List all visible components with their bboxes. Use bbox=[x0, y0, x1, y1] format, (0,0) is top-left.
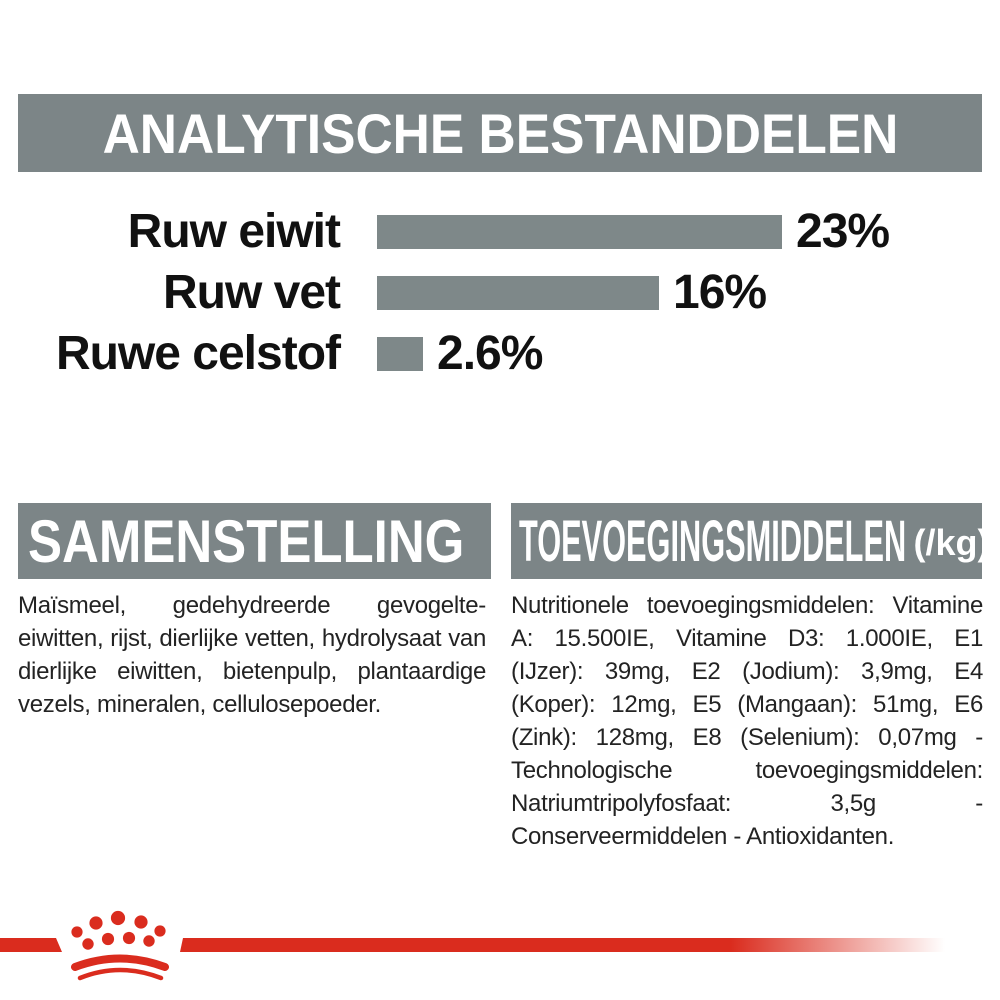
chart-bar-value: 2.6% bbox=[437, 327, 543, 380]
analytical-section-header: ANALYTISCHE BESTANDDELEN bbox=[18, 94, 982, 172]
chart-row-label: Ruw vet bbox=[162, 266, 341, 319]
brand-rule-left bbox=[0, 938, 62, 952]
additives-per-kg-label: (/kg) bbox=[913, 522, 990, 563]
chart-row: Ruwe celstof 2.6% bbox=[18, 323, 958, 384]
brand-rule-right bbox=[180, 938, 945, 952]
composition-section-title: SAMENSTELLING bbox=[28, 507, 465, 575]
chart-bar-value: 16% bbox=[673, 266, 767, 319]
additives-section-header: TOEVOEGINGSMIDDELEN (/kg) bbox=[511, 503, 989, 579]
chart-bar bbox=[377, 336, 423, 371]
royal-canin-crown-icon bbox=[71, 910, 169, 981]
additives-section-title: TOEVOEGINGSMIDDELEN bbox=[519, 508, 907, 574]
additives-body-text: Nutritionele toevoegingsmiddelen: Vitami… bbox=[511, 592, 983, 850]
chart-row: Ruw eiwit 23% bbox=[18, 201, 958, 262]
analytical-bar-chart: Ruw eiwit 23% Ruw vet 16% Ruwe celstof 2.6% bbox=[18, 201, 958, 384]
chart-bar bbox=[377, 214, 782, 249]
composition-section-header: SAMENSTELLING bbox=[18, 503, 491, 579]
chart-bar-value: 23% bbox=[796, 205, 890, 258]
composition-body-text: Maïsmeel, gedehydreerde gevogelte-eiwitt… bbox=[18, 592, 486, 718]
chart-bar bbox=[377, 275, 659, 310]
chart-row: Ruw vet 16% bbox=[18, 262, 958, 323]
chart-row-label: Ruwe celstof bbox=[55, 327, 341, 380]
chart-row-label: Ruw eiwit bbox=[127, 205, 341, 258]
analytical-section-title: ANALYTISCHE BESTANDDELEN bbox=[102, 101, 898, 165]
